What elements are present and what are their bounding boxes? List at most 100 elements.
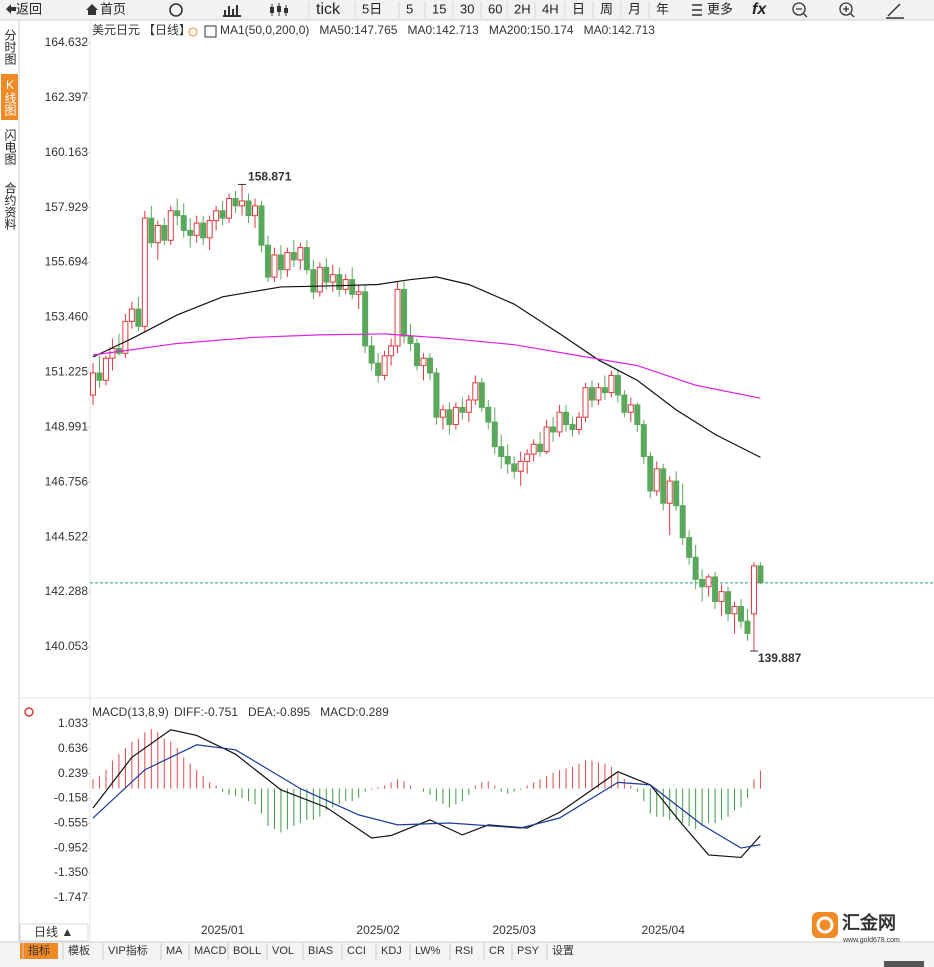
macd-title: MACD(13,8,9) (92, 705, 169, 719)
back-icon[interactable] (6, 4, 16, 14)
candle-body (310, 269, 317, 293)
y-tick-label: 160.163 (45, 145, 89, 159)
indicator-tab[interactable]: 指标 (28, 943, 50, 957)
zoom-in-mark[interactable] (843, 6, 855, 18)
candle-body (550, 426, 557, 433)
candle-body (90, 372, 96, 396)
candle-body (102, 357, 109, 381)
y-tick-label: 146.756 (45, 474, 89, 488)
indicator-tab[interactable]: KDJ (381, 945, 402, 957)
indicator-tab[interactable]: CR (489, 945, 505, 957)
indicator-tab[interactable]: BIAS (308, 945, 333, 957)
indicator-tab[interactable]: 设置 (552, 944, 574, 957)
ma-icon[interactable] (204, 25, 217, 38)
y-tick-label: -0.158 (54, 791, 88, 805)
sidebar-tab-active[interactable]: K线图 (1, 74, 18, 120)
indicator-tab[interactable]: CCI (347, 945, 366, 957)
candle-body (407, 335, 414, 344)
y-tick-label: -1.747 (54, 890, 88, 904)
candle-body (297, 247, 304, 261)
more-button[interactable]: 更多 (707, 1, 733, 16)
candle-body (750, 565, 757, 615)
scroll-handle[interactable] (884, 961, 924, 967)
y-tick-label: 140.053 (45, 639, 89, 653)
indicator-tab[interactable]: RSI (455, 945, 473, 957)
candle-body (388, 345, 395, 357)
candle-body (517, 460, 524, 472)
zoom-out[interactable] (792, 2, 806, 16)
period-button[interactable]: 15 (432, 1, 446, 16)
x-tick-label: 2025/03 (493, 923, 537, 937)
period-button[interactable]: 4H (542, 1, 559, 16)
indicator-tab[interactable]: LW% (415, 945, 441, 957)
period-button[interactable]: 日 (572, 1, 585, 16)
period-button[interactable]: 周 (600, 1, 613, 16)
line-ma200 (92, 333, 761, 399)
candle-body (712, 576, 719, 603)
candle-body (511, 463, 518, 472)
candle-body (368, 345, 375, 364)
candle-body (530, 443, 537, 455)
candle-icon-body[interactable] (277, 6, 281, 12)
x-tick-label: 2025/02 (356, 923, 400, 937)
indicator-icon[interactable] (188, 27, 198, 37)
candle-body (277, 254, 284, 271)
line-diff (92, 729, 761, 859)
candle-body (414, 342, 420, 367)
candle-body (588, 387, 595, 401)
candle-body (556, 411, 563, 433)
legend-entry: MA0:142.713 (407, 23, 479, 37)
candle-body (271, 254, 278, 278)
period-button[interactable]: 5 (406, 1, 413, 16)
home-button[interactable]: 首页 (100, 1, 126, 16)
candle-body (679, 505, 686, 539)
indicator-tab[interactable]: PSY (517, 945, 540, 957)
refresh-icon[interactable] (169, 3, 183, 17)
period-button[interactable]: tick (316, 1, 341, 18)
indicator-tab[interactable]: MACD (194, 945, 226, 957)
candle-body (433, 372, 440, 418)
tab-bar (0, 942, 934, 967)
candle-body (524, 453, 531, 462)
period-button[interactable]: 60 (488, 1, 502, 16)
candle-body (738, 605, 744, 622)
zoom-in[interactable] (839, 2, 853, 16)
period-label: 【日线】 (143, 23, 191, 37)
candle-body (601, 387, 608, 394)
indicator-tab[interactable]: VOL (272, 945, 294, 957)
indicator-tab[interactable]: BOLL (233, 945, 261, 957)
home-icon[interactable] (86, 4, 98, 15)
indicator-tab[interactable]: VIP指标 (108, 943, 148, 957)
fx-button[interactable]: fx (752, 1, 767, 18)
candle-body (653, 468, 660, 492)
sidebar-tab[interactable]: 闪电图 (3, 129, 17, 165)
macd-settings-icon[interactable] (24, 707, 34, 717)
candle-body (627, 404, 634, 413)
more-icon[interactable] (692, 4, 702, 16)
period-button[interactable]: 月 (628, 1, 641, 16)
period-selector[interactable]: 日线 ▲ (34, 925, 73, 939)
candle-body (543, 426, 550, 453)
candle-body (232, 197, 239, 207)
back-button[interactable]: 返回 (16, 1, 42, 16)
period-button[interactable]: 2H (514, 1, 531, 16)
y-tick-label: 0.636 (58, 741, 88, 755)
period-button[interactable]: 年 (656, 1, 669, 16)
sidebar-tab[interactable]: 分时图 (3, 29, 17, 65)
candle-body (323, 266, 330, 283)
period-button[interactable]: 30 (460, 1, 474, 16)
draw-icon[interactable] (886, 3, 904, 19)
sidebar-tab[interactable]: 合约资料 (3, 182, 17, 230)
period-button[interactable]: 5日 (362, 1, 382, 16)
zoom-out-mark[interactable] (796, 8, 808, 18)
indicator-tab[interactable]: 模板 (68, 943, 90, 957)
indicator-tab[interactable]: MA (166, 945, 183, 957)
chart-icon[interactable] (223, 5, 241, 17)
logo-text: 汇金网 (842, 912, 896, 933)
period-box[interactable] (19, 923, 89, 942)
candle-icon-body[interactable] (284, 8, 288, 13)
candle-body (595, 387, 602, 401)
candle-icon-body[interactable] (270, 7, 274, 13)
